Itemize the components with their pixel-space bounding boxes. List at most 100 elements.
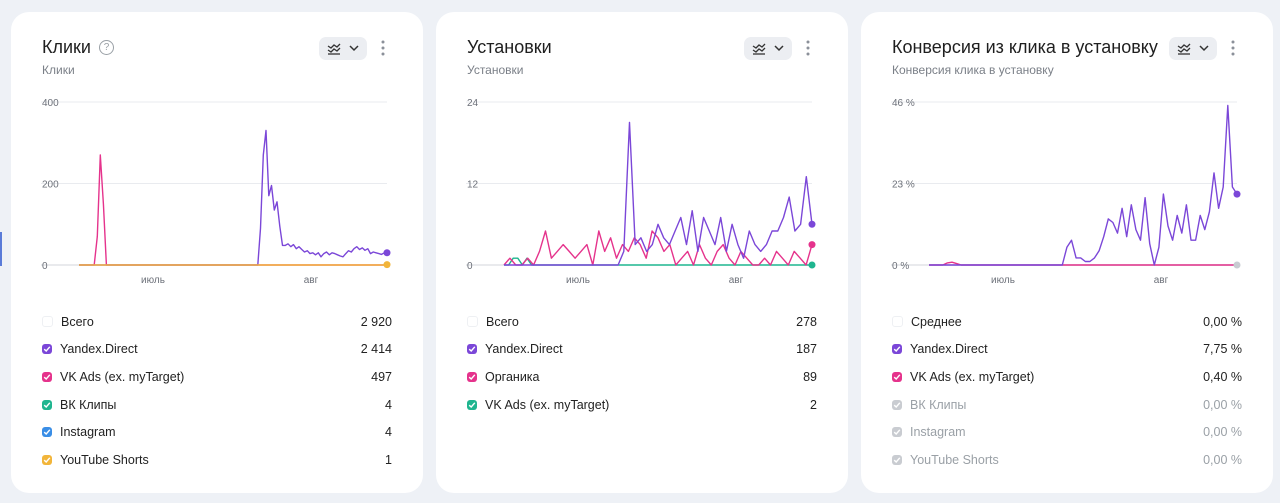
checkbox-checked-icon[interactable] — [42, 371, 52, 382]
legend-row[interactable]: Yandex.Direct 7,75 % — [892, 336, 1242, 364]
card-title: Установки — [467, 37, 552, 58]
legend-label: Instagram — [60, 425, 116, 440]
series-end-dot — [383, 261, 391, 269]
legend-row[interactable]: ВК Клипы 0,00 % — [892, 391, 1242, 419]
series-end-dot — [808, 261, 816, 269]
legend-value: 89 — [803, 369, 817, 384]
legend-value: 2 920 — [360, 314, 392, 329]
series-end-dot — [1233, 190, 1241, 198]
checkbox-unchecked-icon[interactable] — [42, 316, 53, 328]
legend-label: YouTube Shorts — [60, 452, 149, 467]
legend-value: 187 — [796, 342, 817, 357]
y-tick-label: 400 — [42, 98, 59, 109]
more-options-icon[interactable] — [1231, 40, 1235, 56]
series-line — [503, 230, 813, 266]
legend-label: Среднее — [911, 314, 962, 329]
checkbox-checked-icon[interactable] — [892, 427, 902, 438]
series-line — [929, 104, 1238, 266]
legend-row[interactable]: Всего 2 920 — [42, 308, 392, 336]
checkbox-checked-icon[interactable] — [892, 399, 902, 410]
more-options-icon[interactable] — [806, 40, 810, 56]
legend-value: 497 — [371, 369, 392, 384]
series-line — [79, 129, 388, 266]
series-end-dot — [808, 241, 816, 249]
checkbox-checked-icon[interactable] — [42, 427, 52, 438]
clicks-card: Клики? Клики 400 200 0 июль авг Всего 2 920 Yande… — [11, 12, 423, 493]
legend-value: 7,75 % — [1203, 342, 1242, 357]
card-title-text: Установки — [467, 37, 552, 57]
chevron-down-icon — [349, 45, 359, 52]
legend-row[interactable]: Instagram 4 — [42, 418, 392, 446]
legend-label: YouTube Shorts — [910, 452, 999, 467]
legend-row[interactable]: Органика 89 — [467, 363, 817, 391]
legend-value: 0,40 % — [1203, 369, 1242, 384]
checkbox-checked-icon[interactable] — [42, 399, 52, 410]
card-title-text: Клики — [42, 37, 91, 57]
legend-value: 4 — [385, 397, 392, 412]
legend-row[interactable]: Yandex.Direct 187 — [467, 336, 817, 364]
legend-label: Yandex.Direct — [485, 342, 563, 357]
legend: Всего 2 920 Yandex.Direct 2 414 VK Ads (ex. … — [42, 308, 392, 474]
legend-value: 2 414 — [360, 342, 392, 357]
series-end-dot — [383, 249, 391, 257]
line-chart: 46 % 23 % 0 % июль авг — [891, 98, 1241, 286]
legend-value: 278 — [796, 314, 817, 329]
legend-label: Yandex.Direct — [910, 342, 988, 357]
legend-label: ВК Клипы — [910, 397, 967, 412]
x-tick-label: июль — [566, 275, 590, 286]
x-tick-label: июль — [991, 275, 1015, 286]
chart-type-dropdown[interactable] — [744, 37, 792, 60]
legend-label: Yandex.Direct — [60, 342, 138, 357]
checkbox-checked-icon[interactable] — [467, 399, 477, 410]
chart-type-dropdown[interactable] — [319, 37, 367, 60]
chevron-down-icon — [774, 45, 784, 52]
legend-value: 0,00 % — [1203, 314, 1242, 329]
chart-type-dropdown[interactable] — [1169, 37, 1217, 60]
legend-row[interactable]: VK Ads (ex. myTarget) 2 — [467, 391, 817, 419]
card-title-text: Конверсия из клика в установку — [892, 37, 1158, 57]
legend-value: 2 — [810, 397, 817, 412]
legend-row[interactable]: ВК Клипы 4 — [42, 391, 392, 419]
line-chart: 24 12 0 июль авг — [466, 98, 816, 286]
installs-card: Установки Установки 24 12 0 июль авг Всего 278 Ya… — [436, 12, 848, 493]
legend-row[interactable]: YouTube Shorts 1 — [42, 446, 392, 474]
series-end-dot — [808, 220, 816, 228]
x-tick-label: июль — [141, 275, 165, 286]
checkbox-checked-icon[interactable] — [42, 344, 52, 355]
series-end-dot — [1233, 261, 1241, 269]
card-subtitle: Конверсия клика в установку — [892, 63, 1054, 77]
legend-row[interactable]: Instagram 0,00 % — [892, 418, 1242, 446]
checkbox-checked-icon[interactable] — [467, 344, 477, 355]
legend-row[interactable]: VK Ads (ex. myTarget) 0,40 % — [892, 363, 1242, 391]
checkbox-unchecked-icon[interactable] — [892, 316, 903, 328]
checkbox-checked-icon[interactable] — [42, 454, 52, 465]
checkbox-checked-icon[interactable] — [892, 454, 902, 465]
legend-row[interactable]: VK Ads (ex. myTarget) 497 — [42, 363, 392, 391]
more-options-icon[interactable] — [381, 40, 385, 56]
legend: Всего 278 Yandex.Direct 187 Органика 89 VK Ads… — [467, 308, 817, 418]
checkbox-checked-icon[interactable] — [467, 371, 477, 382]
line-chart-icon — [327, 43, 341, 55]
card-title: Конверсия из клика в установку — [892, 37, 1158, 58]
checkbox-checked-icon[interactable] — [892, 371, 902, 382]
legend-label: ВК Клипы — [60, 397, 117, 412]
x-tick-label: авг — [729, 275, 744, 286]
y-tick-label: 23 % — [892, 180, 915, 191]
legend-row[interactable]: YouTube Shorts 0,00 % — [892, 446, 1242, 474]
legend: Среднее 0,00 % Yandex.Direct 7,75 % VK Ads (… — [892, 308, 1242, 474]
edge-tab[interactable] — [0, 232, 2, 266]
legend-row[interactable]: Среднее 0,00 % — [892, 308, 1242, 336]
legend-value: 1 — [385, 452, 392, 467]
legend-row[interactable]: Всего 278 — [467, 308, 817, 336]
series-line — [504, 121, 813, 266]
legend-row[interactable]: Yandex.Direct 2 414 — [42, 336, 392, 364]
y-tick-label: 0 — [42, 261, 48, 272]
conversion-card: Конверсия из клика в установку Конверсия … — [861, 12, 1273, 493]
checkbox-unchecked-icon[interactable] — [467, 316, 478, 328]
checkbox-checked-icon[interactable] — [892, 344, 902, 355]
y-tick-label: 0 — [467, 261, 473, 272]
legend-value: 4 — [385, 425, 392, 440]
help-icon[interactable]: ? — [98, 40, 114, 55]
y-tick-label: 46 % — [892, 98, 915, 109]
x-tick-label: авг — [1154, 275, 1169, 286]
